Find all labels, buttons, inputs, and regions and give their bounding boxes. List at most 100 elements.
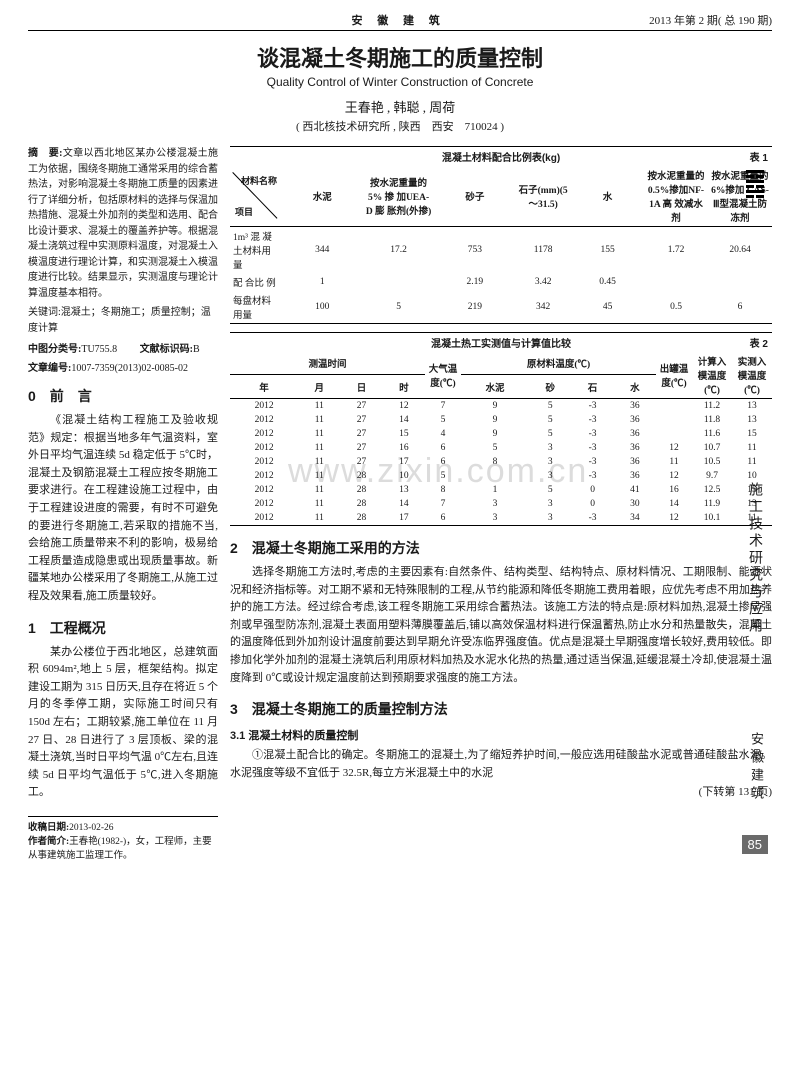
table2-cell: 5 <box>529 413 571 427</box>
table1-cell: 2.19 <box>435 273 516 291</box>
table2-cell: 13 <box>383 483 425 497</box>
bio-label: 作者简介: <box>28 837 69 847</box>
table2-cell: 30 <box>614 497 656 511</box>
table2-cell: 5 <box>461 441 529 455</box>
table2-row: 2012112715495-33611.615 <box>230 427 772 441</box>
sec2-p1: 选择冬期施工方法时,考虑的主要因素有:自然条件、结构类型、结构特点、原材料情况、… <box>230 564 772 687</box>
table2: 混凝土热工实测值与计算值比较表 2 测温时间 大气温度(℃) 原材料温度(℃) … <box>230 332 772 526</box>
table2-cell: 2012 <box>230 427 298 441</box>
table2-cell: 12 <box>656 469 692 483</box>
table2-cell: 36 <box>614 469 656 483</box>
table2-cell: 12 <box>383 399 425 414</box>
t2-gh3: 出罐温度(℃) <box>656 352 692 399</box>
table2-cell: 2012 <box>230 413 298 427</box>
table2-cell: 12 <box>656 441 692 455</box>
sec2-body: 选择冬期施工方法时,考虑的主要因素有:自然条件、结构类型、结构特点、原材料情况、… <box>230 564 772 687</box>
hexagram-deco <box>746 170 764 198</box>
table1-cell: 0.5 <box>644 291 708 324</box>
table2-row: 2012112714595-33611.813 <box>230 413 772 427</box>
table1-cell: 5 <box>363 291 435 324</box>
table1-cell: 20.64 <box>708 227 772 274</box>
abstract-label: 摘 要: <box>28 148 62 159</box>
table2-cell: 0 <box>571 483 613 497</box>
table2-cell: 36 <box>614 427 656 441</box>
sec0-p1: 《混凝土结构工程施工及验收规范》规定：根据当地多年气温资料，室外日平均气温连续 … <box>28 412 218 606</box>
table2-cell: 2012 <box>230 497 298 511</box>
sec0-body: 《混凝土结构工程施工及验收规范》规定：根据当地多年气温资料，室外日平均气温连续 … <box>28 412 218 606</box>
table2-cell: 11 <box>298 469 340 483</box>
table2-cell: 27 <box>340 399 382 414</box>
table1-row: 配 合比 例12.193.420.45 <box>230 273 772 291</box>
table2-cell: 16 <box>656 483 692 497</box>
table1-cell: 3.42 <box>515 273 571 291</box>
table2-cell: 2012 <box>230 441 298 455</box>
table2-cell: 7 <box>425 497 461 511</box>
table2-cell: 3 <box>461 511 529 526</box>
sec1-p1: 某办公楼位于西北地区，总建筑面积 6094m²,地上 5 层，框架结构。拟定建设… <box>28 644 218 802</box>
t2-gh4: 计算入模温度(℃) <box>692 352 732 399</box>
table2-cell: 11 <box>298 441 340 455</box>
table1-cell: 1178 <box>515 227 571 274</box>
t2-sh3: 时 <box>383 375 425 399</box>
clc-value: TU755.8 <box>81 344 117 355</box>
table2-cell: 14 <box>656 497 692 511</box>
table2-cell: 2012 <box>230 511 298 526</box>
table2-cell: 2012 <box>230 455 298 469</box>
table1-row: 1m³ 混 凝土材料用量34417.275311781551.7220.64 <box>230 227 772 274</box>
table2-cell: 3 <box>529 469 571 483</box>
table2-cell: 15 <box>383 427 425 441</box>
side-journal: 安徽建筑 <box>747 732 766 804</box>
table2-cell: 6 <box>425 455 461 469</box>
table2-cell: -3 <box>571 511 613 526</box>
t2-sh0: 年 <box>230 375 298 399</box>
table1-cell: 344 <box>282 227 363 274</box>
abstract-text: 文章以西北地区某办公楼混凝土施工为依据，围绕冬期施工通常采用的综合蓄热法，对影响… <box>28 148 218 299</box>
table1-diag: 材料名称 项目 <box>233 172 279 220</box>
sec3-p1: ①混凝土配合比的确定。冬期施工的混凝土,为了缩短养护时间,一般应选用硅酸盐水泥或… <box>230 747 772 782</box>
t1-h4: 水 <box>571 166 644 227</box>
table2-cell: 11 <box>732 441 772 455</box>
table2-cell: 28 <box>340 483 382 497</box>
table2-cell: 11 <box>298 497 340 511</box>
t2-gh5: 实测入模温度(℃) <box>732 352 772 399</box>
table2-cell: 5 <box>425 469 461 483</box>
table2-cell: 9 <box>461 399 529 414</box>
table1-caption: 混凝土材料配合比例表(kg)表 1 <box>230 147 772 167</box>
received-date: 2013-02-26 <box>69 823 113 833</box>
table2-cell: 3 <box>461 497 529 511</box>
table1-cell <box>363 273 435 291</box>
table2-cell: 2012 <box>230 399 298 414</box>
table2-cell: 27 <box>340 441 382 455</box>
t2-sh8: 水 <box>614 375 656 399</box>
sec3-1-title: 3.1 混凝土材料的质量控制 <box>230 727 772 743</box>
table1-cell: 100 <box>282 291 363 324</box>
table2-cell: -3 <box>571 413 613 427</box>
t1-h3: 石子(mm)(5～31.5) <box>515 166 571 227</box>
table2-cell <box>656 399 692 414</box>
table2-cell: 13 <box>732 399 772 414</box>
table2-cell: 14 <box>383 413 425 427</box>
table2-cell: 6 <box>425 511 461 526</box>
t2-sh6: 砂 <box>529 375 571 399</box>
table2-cell: 4 <box>425 427 461 441</box>
table2-cell <box>656 427 692 441</box>
table2-cell: 11.6 <box>692 427 732 441</box>
affiliation: ( 西北核技术研究所 , 陕西 西安 710024 ) <box>28 118 772 134</box>
table2-cell: 11 <box>732 455 772 469</box>
table2-cell: 15 <box>732 427 772 441</box>
title-en: Quality Control of Winter Construction o… <box>28 75 772 89</box>
table1-cell: 155 <box>571 227 644 274</box>
table2-cell: 28 <box>340 497 382 511</box>
sec2-title: 2 混凝土冬期施工采用的方法 <box>230 538 772 558</box>
table2-cell: 10.5 <box>692 455 732 469</box>
table1-cell <box>708 273 772 291</box>
table2-row: 20121128147330301411.913 <box>230 497 772 511</box>
table2-cell: 12.5 <box>692 483 732 497</box>
sec3-body: ①混凝土配合比的确定。冬期施工的混凝土,为了缩短养护时间,一般应选用硅酸盐水泥或… <box>230 747 772 802</box>
artno-line: 文章编号:1007-7359(2013)02-0085-02 <box>28 359 218 374</box>
table2-cell: 5 <box>529 427 571 441</box>
table1-cell: 342 <box>515 291 571 324</box>
side-category: 施工技术研究与应用 <box>746 482 766 635</box>
table2-cell: 36 <box>614 413 656 427</box>
table2-cell: -3 <box>571 469 613 483</box>
